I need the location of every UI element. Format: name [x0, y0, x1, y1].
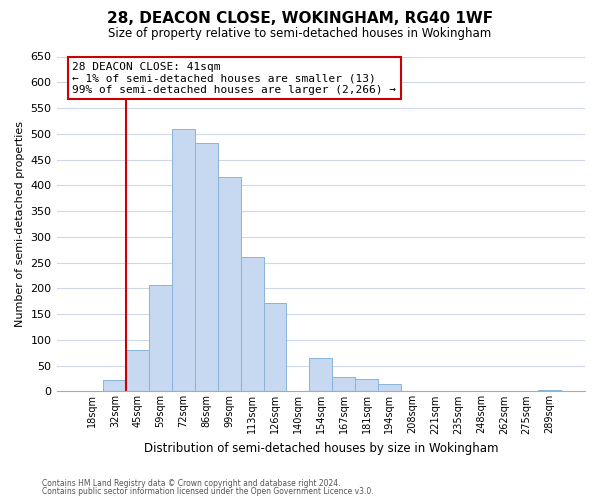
Bar: [172, 128, 195, 392]
Bar: [263, 303, 286, 392]
Bar: [218, 177, 241, 392]
Bar: [149, 284, 172, 392]
Bar: [310, 358, 332, 392]
Bar: [103, 380, 127, 392]
Text: 28, DEACON CLOSE, WOKINGHAM, RG40 1WF: 28, DEACON CLOSE, WOKINGHAM, RG40 1WF: [107, 11, 493, 26]
Text: Size of property relative to semi-detached houses in Wokingham: Size of property relative to semi-detach…: [109, 28, 491, 40]
Bar: [538, 390, 561, 392]
Bar: [127, 350, 149, 392]
Bar: [332, 377, 355, 392]
Bar: [355, 379, 378, 392]
Y-axis label: Number of semi-detached properties: Number of semi-detached properties: [15, 121, 25, 327]
Text: Contains HM Land Registry data © Crown copyright and database right 2024.: Contains HM Land Registry data © Crown c…: [42, 478, 341, 488]
Bar: [378, 384, 401, 392]
Bar: [241, 258, 263, 392]
Bar: [195, 143, 218, 392]
Text: 28 DEACON CLOSE: 41sqm
← 1% of semi-detached houses are smaller (13)
99% of semi: 28 DEACON CLOSE: 41sqm ← 1% of semi-deta…: [73, 62, 397, 94]
Text: Contains public sector information licensed under the Open Government Licence v3: Contains public sector information licen…: [42, 487, 374, 496]
X-axis label: Distribution of semi-detached houses by size in Wokingham: Distribution of semi-detached houses by …: [143, 442, 498, 455]
